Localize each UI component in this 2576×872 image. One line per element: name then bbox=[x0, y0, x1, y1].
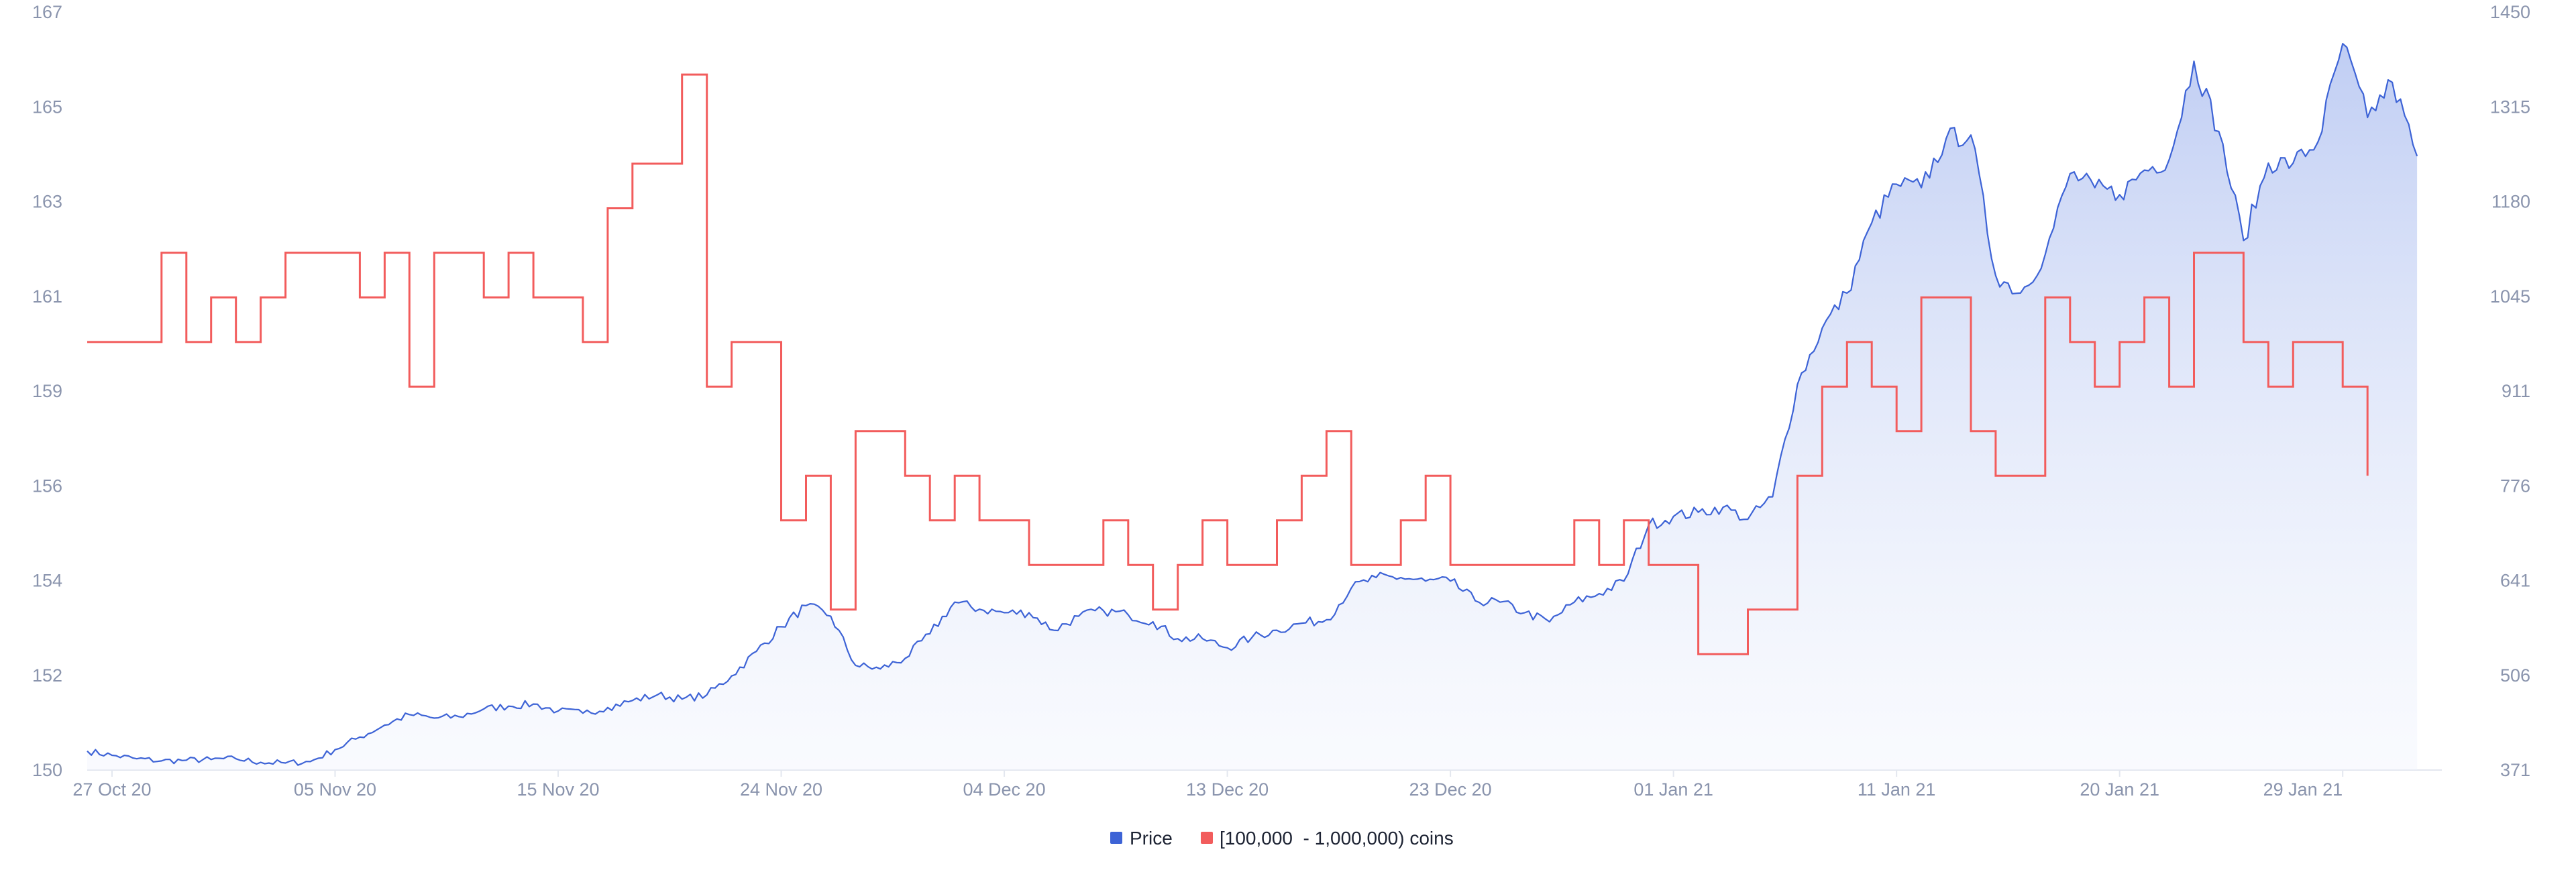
right-tick-label: 1045 bbox=[2490, 286, 2530, 307]
right-tick-label: 1180 bbox=[2491, 192, 2530, 212]
legend-holders-swatch[interactable] bbox=[1201, 832, 1213, 844]
left-tick-label: 161 bbox=[32, 286, 62, 307]
right-tick-label: 506 bbox=[2500, 665, 2530, 686]
x-tick-label: 01 Jan 21 bbox=[1633, 779, 1713, 800]
left-tick-label: 152 bbox=[32, 665, 62, 686]
price-line bbox=[87, 42, 2418, 766]
left-tick-label: 150 bbox=[32, 760, 62, 780]
x-tick-label: 24 Nov 20 bbox=[740, 779, 822, 800]
x-tick-label: 20 Jan 21 bbox=[2080, 779, 2159, 800]
x-tick-label: 05 Nov 20 bbox=[294, 779, 376, 800]
left-tick-label: 165 bbox=[32, 97, 62, 117]
left-tick-label: 154 bbox=[32, 571, 62, 591]
legend-price-swatch[interactable] bbox=[1110, 832, 1122, 844]
x-axis: 27 Oct 20 05 Nov 20 15 Nov 20 24 Nov 20 04 D… bbox=[72, 770, 2344, 800]
right-tick-label: 1315 bbox=[2490, 97, 2530, 117]
x-tick-label: 29 Jan 21 bbox=[2263, 779, 2343, 800]
x-tick-label: 23 Dec 20 bbox=[1409, 779, 1492, 800]
x-tick-label: 04 Dec 20 bbox=[963, 779, 1046, 800]
right-y-axis: 371 506 641 776 911 1045 1180 1315 1450 bbox=[2490, 2, 2530, 780]
legend[interactable]: Price [100,000 - 1,000,000) coins bbox=[1110, 828, 1454, 849]
x-tick-label: 27 Oct 20 bbox=[72, 779, 151, 800]
right-tick-label: 911 bbox=[2502, 381, 2530, 401]
right-tick-label: 776 bbox=[2500, 476, 2530, 496]
left-y-axis: 150 152 154 156 159 161 163 165 167 bbox=[32, 2, 62, 780]
legend-price-label[interactable]: Price bbox=[1130, 828, 1173, 849]
x-tick-label: 15 Nov 20 bbox=[517, 779, 599, 800]
x-tick-label: 13 Dec 20 bbox=[1186, 779, 1269, 800]
left-tick-label: 156 bbox=[32, 476, 62, 496]
plot-area bbox=[87, 42, 2442, 771]
right-tick-label: 371 bbox=[2500, 760, 2530, 780]
x-tick-label: 11 Jan 21 bbox=[1858, 779, 1936, 800]
holders-step-line bbox=[87, 73, 2369, 655]
price-area bbox=[87, 44, 2418, 771]
legend-holders-label[interactable]: [100,000 - 1,000,000) coins bbox=[1220, 828, 1454, 849]
left-tick-label: 163 bbox=[32, 192, 62, 212]
left-tick-label: 167 bbox=[32, 2, 62, 22]
left-tick-label: 159 bbox=[32, 381, 62, 401]
right-tick-label: 641 bbox=[2500, 571, 2530, 591]
right-tick-label: 1450 bbox=[2490, 2, 2530, 22]
